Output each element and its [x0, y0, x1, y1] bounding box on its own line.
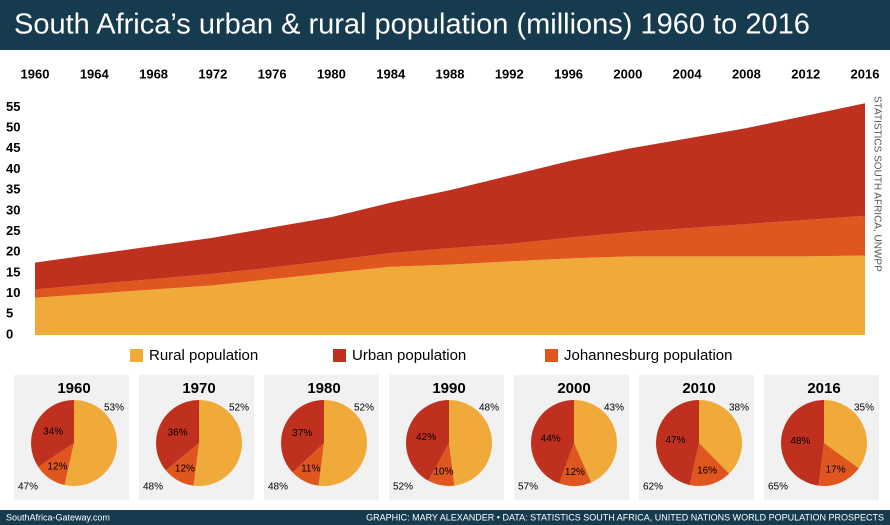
pie-label: 44% — [541, 434, 561, 445]
pie-slice — [531, 400, 574, 484]
pie-title: 1960 — [57, 380, 90, 397]
pie-label: 47% — [665, 435, 685, 446]
footer-right: GRAPHIC: MARY ALEXANDER • DATA: STATISTI… — [366, 512, 884, 522]
pie-label: 10% — [434, 466, 454, 477]
pie-title: 1970 — [182, 380, 215, 397]
pie-slice — [30, 400, 75, 467]
pie-total-label: 65% — [768, 482, 788, 493]
area — [35, 103, 865, 290]
pie-total-label: 48% — [268, 482, 288, 493]
y-tick-label: 0 — [6, 326, 13, 341]
x-tick-label: 1996 — [554, 66, 583, 81]
y-tick-label: 50 — [6, 120, 20, 135]
pie-title: 2016 — [807, 380, 840, 397]
pie-title: 2010 — [682, 380, 715, 397]
pie-label: 12% — [565, 467, 585, 478]
x-tick-label: 2000 — [613, 66, 642, 81]
pie-slice — [165, 443, 199, 486]
pie-title: 2000 — [557, 380, 590, 397]
y-tick-label: 15 — [6, 264, 20, 279]
pie-label: 35% — [854, 403, 874, 414]
pie-total-label: 52% — [393, 482, 413, 493]
y-tick-label: 25 — [6, 223, 20, 238]
y-tick-label: 40 — [6, 161, 20, 176]
y-tick-label: 20 — [6, 244, 20, 259]
x-tick-label: 2012 — [791, 66, 820, 81]
pie-label: 48% — [790, 436, 810, 447]
x-tick-label: 2008 — [732, 66, 761, 81]
footer-left: SouthAfrica-Gateway.com — [6, 512, 110, 522]
pie-slice — [193, 400, 242, 486]
pie-label: 17% — [826, 464, 846, 475]
pie-slice — [318, 400, 367, 486]
pie-slice — [64, 400, 117, 486]
legend-label: Rural population — [149, 347, 258, 364]
y-tick-label: 55 — [6, 99, 20, 114]
pie-label: 38% — [729, 403, 749, 414]
pie-slice — [405, 400, 449, 481]
legend-label: Johannesburg population — [564, 347, 732, 364]
pie-slice — [824, 400, 867, 469]
title-bar — [0, 0, 890, 50]
pie-slice — [699, 400, 742, 474]
pie-label: 12% — [175, 463, 195, 474]
y-tick-label: 30 — [6, 202, 20, 217]
pie-label: 53% — [104, 403, 124, 414]
y-tick-label: 45 — [6, 140, 20, 155]
legend-swatch — [130, 349, 143, 362]
pie-total-label: 48% — [143, 482, 163, 493]
pie-slice — [292, 443, 324, 486]
pie-slice — [155, 400, 199, 471]
pie-slice — [780, 400, 824, 486]
chart-title: South Africa’s urban & rural population … — [14, 9, 810, 41]
area — [35, 255, 865, 335]
x-tick-label: 1960 — [21, 66, 50, 81]
footer-bar — [0, 510, 890, 525]
source-note: STATISTICS SOUTH AFRICA, UNWPP — [871, 96, 882, 272]
x-tick-label: 1980 — [317, 66, 346, 81]
pie-title: 1980 — [307, 380, 340, 397]
x-tick-label: 1984 — [376, 66, 406, 81]
pie-slice — [655, 400, 699, 485]
x-tick-label: 1964 — [80, 66, 110, 81]
pie-total-label: 47% — [18, 482, 38, 493]
pie-label: 11% — [301, 464, 320, 475]
area — [35, 215, 865, 298]
pie-slice — [559, 443, 592, 486]
y-tick-label: 10 — [6, 285, 20, 300]
pie-slice — [281, 400, 324, 473]
x-tick-label: 2004 — [673, 66, 703, 81]
y-tick-label: 5 — [6, 306, 13, 321]
pie-label: 37% — [292, 428, 312, 439]
x-tick-label: 1968 — [139, 66, 168, 81]
pie-slice — [689, 443, 730, 486]
pie-total-label: 62% — [643, 482, 663, 493]
pie-label: 12% — [47, 462, 67, 473]
pie-label: 34% — [43, 426, 63, 437]
pie-label: 36% — [168, 428, 188, 439]
legend-swatch — [333, 349, 346, 362]
pie-label: 48% — [479, 403, 499, 414]
x-tick-label: 1992 — [495, 66, 524, 81]
pie-title: 1990 — [432, 380, 465, 397]
pie-total-label: 57% — [518, 482, 538, 493]
pie-label: 52% — [354, 403, 374, 414]
legend-swatch — [545, 349, 558, 362]
x-tick-label: 1972 — [198, 66, 227, 81]
pie-slice — [38, 443, 74, 485]
pie-slice — [428, 443, 455, 486]
pie-label: 42% — [416, 432, 436, 443]
pie-slice — [818, 443, 859, 487]
y-tick-label: 35 — [6, 182, 20, 197]
pie-label: 16% — [697, 466, 717, 477]
x-tick-label: 1988 — [436, 66, 465, 81]
x-tick-label: 2016 — [851, 66, 880, 81]
pie-label: 43% — [604, 403, 624, 414]
legend-label: Urban population — [352, 347, 466, 364]
pie-label: 52% — [229, 403, 249, 414]
x-tick-label: 1976 — [258, 66, 287, 81]
pie-slice — [574, 400, 618, 483]
pie-slice — [449, 399, 493, 486]
